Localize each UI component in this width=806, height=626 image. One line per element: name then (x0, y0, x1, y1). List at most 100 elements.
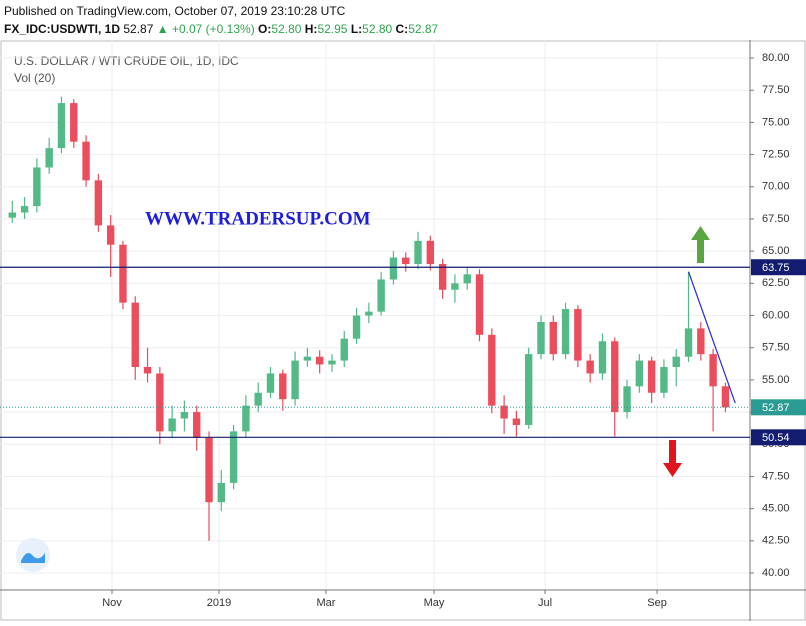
candle-body (549, 321, 557, 355)
candle-body (70, 103, 78, 142)
y-tick-label: 40.00 (762, 567, 790, 579)
ohlc-label: O: (258, 22, 271, 36)
candle-body (180, 412, 189, 419)
candle-body (131, 302, 139, 368)
candle-body (119, 244, 127, 303)
y-tick-label: 45.00 (762, 503, 790, 515)
chart-title: U.S. DOLLAR / WTI CRUDE OIL, 1D, IDC (14, 54, 239, 68)
candle-body (328, 360, 336, 365)
candle-body (352, 315, 361, 339)
x-tick-label: Mar (316, 597, 335, 609)
y-tick-label: 65.00 (762, 245, 790, 257)
candle-body (266, 373, 275, 393)
ohlc-value: 52.87 (408, 22, 438, 36)
candle-body (377, 279, 385, 312)
candle-body (242, 405, 250, 432)
down-arrow (663, 440, 682, 477)
candle-body (500, 405, 508, 419)
candle-body (143, 367, 152, 374)
candle-body (672, 356, 680, 368)
candle-body (291, 360, 299, 400)
ohlc-label: C: (396, 22, 409, 36)
subtitle: Vol (20) (14, 71, 55, 85)
published: Published on TradingView.com, October 07… (4, 4, 346, 18)
y-tick-label: 47.50 (762, 470, 790, 482)
candle-body (611, 341, 619, 413)
y-tick-label: 62.50 (762, 277, 790, 289)
candle-body (684, 328, 693, 357)
candle-body (574, 309, 582, 361)
candle-body (389, 257, 398, 280)
y-tick-label: 72.50 (762, 148, 790, 160)
candle-body (20, 206, 29, 213)
price-tag-label: 50.54 (762, 432, 790, 444)
ohlc-label: L: (351, 22, 362, 36)
price-tag (751, 429, 806, 446)
candle-body (229, 431, 238, 483)
x-tick-label: 2019 (207, 597, 231, 609)
quote-part: ▲ (157, 22, 169, 36)
candle-body (586, 360, 594, 374)
quote: FX_IDC:USDWTI, 1D 52.87 ▲ +0.07 (+0.13%)… (4, 22, 439, 36)
candle-body (475, 274, 484, 335)
candle-body (623, 386, 631, 413)
candle-body (57, 103, 66, 149)
candle-body (45, 148, 53, 168)
x-tick-label: Sep (647, 597, 667, 609)
candle-body (82, 141, 90, 181)
ohlc-label: H: (305, 22, 318, 36)
y-tick-label: 57.50 (762, 342, 790, 354)
plot: 40.0042.5045.0047.5050.0052.5055.0057.50… (0, 40, 806, 621)
y-tick-label: 80.00 (762, 52, 790, 64)
candle-body (525, 354, 533, 425)
candle-body (512, 418, 521, 425)
candle-body (279, 373, 287, 400)
price-tag-label: 52.87 (762, 402, 790, 414)
candle-body (488, 334, 496, 406)
quote-part: FX_IDC:USDWTI, 1D (4, 22, 120, 36)
candle-body (8, 212, 16, 218)
ohlc-value: 52.80 (271, 22, 301, 36)
candle-body (660, 367, 668, 393)
quote-part: 52.87 (123, 22, 153, 36)
price-tag-label: 63.75 (762, 262, 790, 274)
candle-body (254, 392, 262, 406)
candle-body (537, 321, 545, 355)
candle-body (315, 356, 324, 365)
candle-body (193, 412, 201, 438)
candle-body (340, 338, 348, 361)
trendline (687, 271, 736, 404)
plot-frame (0, 40, 806, 621)
candle-body (217, 482, 225, 503)
candle-body (205, 437, 213, 503)
candle-body (94, 180, 103, 226)
y-tick-label: 60.00 (762, 309, 790, 321)
candle-body (414, 240, 422, 265)
candle-body (697, 328, 705, 355)
price-tag (751, 399, 806, 416)
candle-body (426, 240, 435, 265)
x-tick-label: May (424, 597, 445, 609)
candle-body (451, 283, 459, 290)
y-tick-label: 75.00 (762, 116, 790, 128)
candle-body (402, 257, 410, 265)
candle-body (598, 341, 607, 374)
y-tick-label: 42.50 (762, 535, 790, 547)
logo (16, 538, 50, 572)
candle-body (438, 264, 447, 290)
candle-body (168, 418, 176, 432)
quote-line: FX_IDC:USDWTI, 1D 52.87 ▲ +0.07 (+0.13%)… (4, 22, 439, 36)
candle-body (721, 386, 730, 408)
y-tick-label: 67.50 (762, 213, 790, 225)
watermark: WWW.TRADERSUP.COM (145, 208, 371, 229)
candle-body (561, 309, 570, 355)
candle-body (106, 225, 115, 245)
y-tick-label: 55.00 (762, 374, 790, 386)
candle-body (635, 360, 644, 387)
y-tick-label: 77.50 (762, 84, 790, 96)
ohlc-value: 52.95 (317, 22, 347, 36)
y-tick-label: 70.00 (762, 181, 790, 193)
up-arrow (691, 226, 710, 263)
ohlc-value: 52.80 (362, 22, 392, 36)
